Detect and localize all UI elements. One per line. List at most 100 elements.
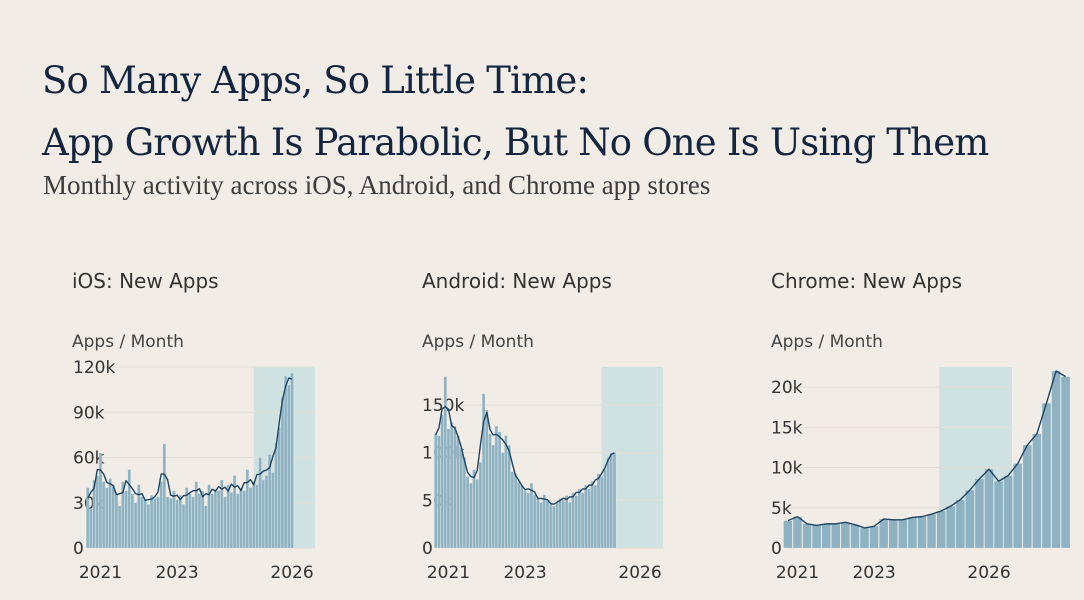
ios-bar [207,484,211,549]
chrome-bar [1013,463,1023,549]
ios-y-tick-label: 60k [73,449,105,469]
android-chart-title: Android: New Apps [422,269,612,293]
ios-bar [229,491,234,549]
ios-trend-line [87,377,293,501]
android-x-tick-label: 2021 [427,563,470,583]
chrome-bar [1041,402,1052,549]
chrome-y-tick-label: 0 [771,539,782,559]
ios-bar [169,497,173,549]
chrome-bar [821,523,831,549]
ios-bar [204,505,208,549]
chrome-bar [984,468,994,549]
chrome-trend-line [787,370,1066,529]
ios-bar [175,499,179,549]
android-bar [539,502,543,549]
ios-bar [248,487,253,549]
android-bar [462,457,467,549]
android-bar [584,484,588,549]
android-bar [485,409,489,549]
android-y-axis-label: Apps / Month [422,332,534,352]
android-bar [440,414,444,549]
chrome-bar [811,525,822,549]
android-bar [465,476,470,549]
ios-bar [188,493,192,549]
ios-bar [232,475,237,549]
ios-x-tick-label: 2023 [155,563,198,583]
ios-bar [236,493,240,549]
android-bar [577,488,582,549]
chrome-bar [859,527,870,549]
chrome-bar [898,519,908,549]
title-line-2: App Growth Is Parabolic, But No One Is U… [42,121,989,164]
page-subtitle: Monthly activity across iOS, Android, an… [43,170,711,200]
ios-bar [98,452,103,549]
title-line-1: So Many Apps, So Little Time: [42,59,589,102]
ios-bar [178,494,183,549]
android-bar [507,444,511,549]
android-bar [523,490,527,549]
android-bar [529,482,534,549]
chrome-x-tick-label: 2023 [852,563,895,583]
android-bar [478,462,483,549]
ios-bar [153,497,157,549]
ios-bar [121,481,125,549]
chrome-bar [879,518,889,549]
android-bar [443,376,448,549]
ios-bar [287,384,291,549]
chrome-bar [974,478,985,549]
android-bar [532,494,537,549]
ios-bar [200,490,205,549]
android-bar [504,435,508,549]
ios-bar [290,372,294,549]
page-title: So Many Apps, So Little Time: App Growth… [42,50,1062,174]
android-bar [437,435,441,549]
chrome-bar [840,522,851,549]
android-bar [564,495,569,549]
chrome-bar [1032,433,1042,549]
chrome-y-tick-label: 15k [771,418,803,438]
ios-bar [117,505,122,549]
ios-bar [127,469,131,549]
android-bar [491,444,495,549]
android-trend-line [435,405,615,505]
android-bar [574,495,578,549]
android-bar [596,473,601,549]
ios-bar [95,475,100,549]
ios-chart-title: iOS: New Apps [72,269,219,293]
ios-bar [251,481,256,549]
chrome-bar [936,510,946,549]
ios-bar [137,484,141,549]
android-bar [501,452,505,549]
ios-y-tick-label: 0 [73,539,84,559]
android-bar [606,457,610,549]
chrome-bar [802,523,812,549]
ios-bar [264,475,269,549]
chrome-bar [1022,444,1032,549]
chrome-bar [1051,370,1061,549]
ios-bar [86,487,90,549]
ios-bar [92,479,96,549]
ios-bar [213,488,218,549]
ios-bar [242,490,246,549]
ios-bar [130,493,135,549]
ios-bar [226,484,230,549]
chrome-y-tick-label: 10k [771,459,803,479]
chrome-bar [946,505,956,549]
chrome-x-tick-label: 2021 [776,563,819,583]
ios-bar [89,508,93,549]
android-bar [587,488,591,549]
ios-bar [239,487,243,549]
android-bar [599,476,604,549]
chrome-bar [993,480,1004,549]
ios-bar [283,375,288,549]
ios-bar [245,469,250,549]
android-bar [494,425,499,549]
ios-bar [140,496,144,549]
ios-bar [210,493,214,549]
android-bar [568,502,572,549]
android-bar [571,492,575,549]
ios-y-axis-label: Apps / Month [72,332,184,352]
android-bar [542,494,546,549]
